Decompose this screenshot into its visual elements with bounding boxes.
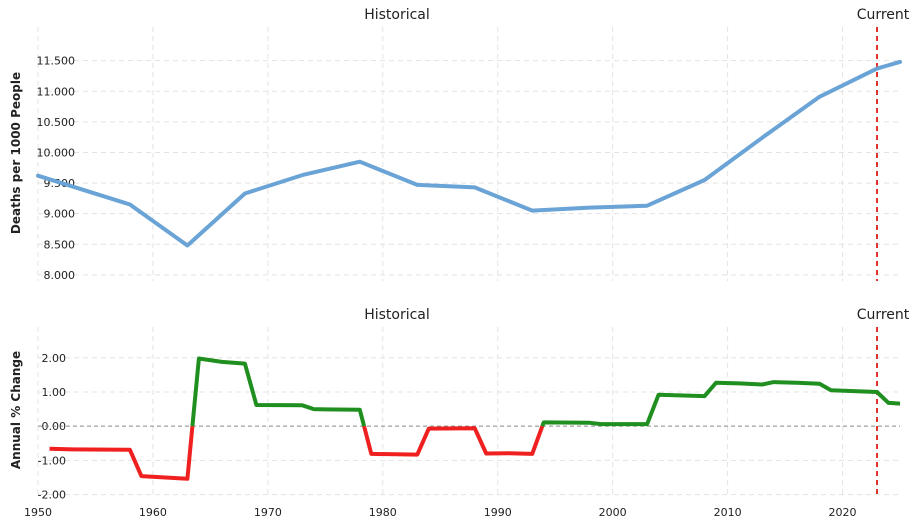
x-tick-label: 1960 <box>139 506 167 519</box>
death-rate-current-label: Current <box>857 7 910 23</box>
annual-change-positive-segment <box>540 380 901 427</box>
annual-change-y-tick-label: 1.00 <box>42 386 67 399</box>
annual-change-y-tick-label: 2.00 <box>42 352 67 365</box>
death-rate-y-tick-label: 8.000 <box>44 269 76 282</box>
death-rate-y-tick-label: 8.500 <box>44 238 76 251</box>
death-rate-y-ticks: 8.0008.5009.0009.50010.00010.50011.00011… <box>37 55 76 282</box>
death-rate-historical-label: Historical <box>364 7 430 23</box>
annual-change-negative-segment <box>49 426 195 481</box>
annual-change-gridlines <box>37 327 900 498</box>
annual-change-series <box>49 356 901 481</box>
annual-change-historical-label: Historical <box>364 307 430 323</box>
x-axis-ticks: 1950 1960 1970 1980 1990 2000 2010 2020 <box>24 506 857 519</box>
x-tick-label: 1990 <box>484 506 512 519</box>
annual-change-y-tick-label: -2.00 <box>38 489 66 502</box>
x-tick-label: 2000 <box>599 506 627 519</box>
death-rate-gridlines <box>37 27 900 281</box>
death-rate-panel: 8.0008.5009.0009.50010.00010.50011.00011… <box>9 7 910 282</box>
death-rate-y-tick-label: 9.000 <box>44 208 76 221</box>
death-rate-y-axis-title: Deaths per 1000 People <box>9 72 23 234</box>
annual-change-negative-segment <box>362 425 545 457</box>
death-rate-y-tick-label: 10.000 <box>37 146 76 159</box>
death-rate-line <box>36 59 902 248</box>
x-tick-label: 1970 <box>254 506 282 519</box>
death-rate-y-tick-label: 11.000 <box>37 85 76 98</box>
annual-change-panel: -2.00-1.000.001.002.00 Annual % Change H… <box>9 307 910 502</box>
death-rate-y-tick-label: 11.500 <box>37 55 76 68</box>
annual-change-y-tick-label: -1.00 <box>38 454 66 467</box>
x-tick-label: 1980 <box>369 506 397 519</box>
x-tick-label: 2010 <box>714 506 742 519</box>
annual-change-current-label: Current <box>857 307 910 323</box>
x-tick-label: 2020 <box>829 506 857 519</box>
death-rate-y-tick-label: 10.500 <box>37 116 76 129</box>
x-tick-label: 1950 <box>24 506 52 519</box>
annual-change-positive-segment <box>190 356 367 427</box>
annual-change-y-axis-title: Annual % Change <box>9 351 23 469</box>
